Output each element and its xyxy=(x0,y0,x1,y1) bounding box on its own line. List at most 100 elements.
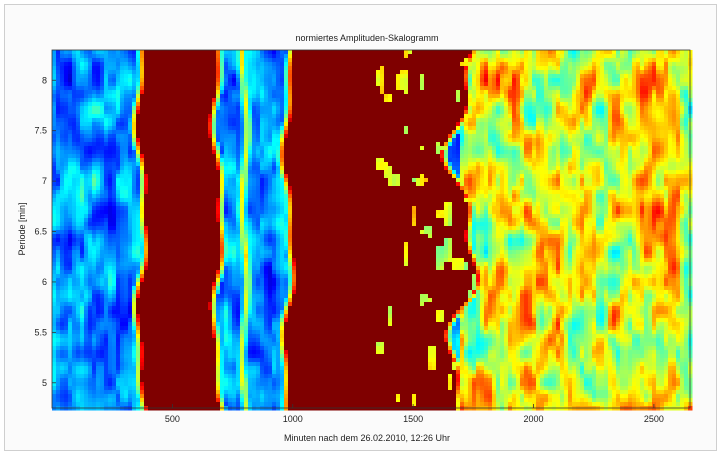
heatmap-cell xyxy=(256,74,261,79)
heatmap-cell xyxy=(668,110,673,115)
heatmap-cell xyxy=(104,130,109,135)
heatmap-cell xyxy=(124,106,129,111)
heatmap-cell xyxy=(144,130,149,135)
heatmap-cell xyxy=(388,54,393,59)
heatmap-cell xyxy=(464,82,469,87)
heatmap-cell xyxy=(660,138,665,143)
heatmap-cell xyxy=(136,102,141,107)
heatmap-cell xyxy=(348,78,353,83)
heatmap-cell xyxy=(68,102,73,107)
heatmap-cell xyxy=(560,134,565,139)
heatmap-cell xyxy=(644,134,649,139)
heatmap-cell xyxy=(316,166,321,171)
heatmap-cell xyxy=(180,162,185,167)
heatmap-cell xyxy=(108,86,113,91)
heatmap-cell xyxy=(572,78,577,83)
heatmap-cell xyxy=(316,66,321,71)
heatmap-cell xyxy=(508,114,513,119)
heatmap-cell xyxy=(104,58,109,63)
heatmap-cell xyxy=(548,78,553,83)
heatmap-cell xyxy=(420,78,425,83)
heatmap-cell xyxy=(436,126,441,131)
heatmap-cell xyxy=(492,106,497,111)
heatmap-cell xyxy=(328,86,333,91)
heatmap-cell xyxy=(172,118,177,123)
heatmap-cell xyxy=(424,158,429,163)
heatmap-cell xyxy=(232,138,237,143)
heatmap-cell xyxy=(472,162,477,167)
heatmap-cell xyxy=(220,154,225,159)
heatmap-cell xyxy=(296,70,301,75)
heatmap-cell xyxy=(100,74,105,79)
heatmap-cell xyxy=(124,74,129,79)
heatmap-cell xyxy=(492,130,497,135)
heatmap-cell xyxy=(308,114,313,119)
heatmap-cell xyxy=(552,78,557,83)
heatmap-cell xyxy=(580,94,585,99)
heatmap-cell xyxy=(568,142,573,147)
heatmap-cell xyxy=(272,142,277,147)
heatmap-cell xyxy=(156,98,161,103)
heatmap-cell xyxy=(340,126,345,131)
heatmap-cell xyxy=(652,74,657,79)
heatmap-cell xyxy=(608,106,613,111)
heatmap-cell xyxy=(176,54,181,59)
heatmap-cell xyxy=(672,94,677,99)
heatmap-cell xyxy=(160,114,165,119)
heatmap-cell xyxy=(280,70,285,75)
heatmap-cell xyxy=(224,70,229,75)
heatmap-cell xyxy=(440,62,445,67)
heatmap-cell xyxy=(676,86,681,91)
heatmap-cell xyxy=(572,122,577,127)
heatmap-cell xyxy=(444,126,449,131)
heatmap-cell xyxy=(228,126,233,131)
heatmap-cell xyxy=(232,66,237,71)
heatmap-cell xyxy=(84,94,89,99)
heatmap-cell xyxy=(240,118,245,123)
heatmap-cell xyxy=(388,110,393,115)
heatmap-cell xyxy=(180,154,185,159)
heatmap-cell xyxy=(264,90,269,95)
heatmap-cell xyxy=(72,102,77,107)
heatmap-cell xyxy=(248,106,253,111)
heatmap-cell xyxy=(72,122,77,127)
heatmap-cell xyxy=(508,62,513,67)
heatmap-cell xyxy=(588,150,593,155)
heatmap-cell xyxy=(88,78,93,83)
heatmap-cell xyxy=(516,70,521,75)
heatmap-cell xyxy=(532,82,537,87)
heatmap-cell xyxy=(280,110,285,115)
heatmap-cell xyxy=(476,66,481,71)
heatmap-cell xyxy=(80,142,85,147)
heatmap-cell xyxy=(112,166,117,171)
heatmap-cell xyxy=(452,58,457,63)
heatmap-cell xyxy=(472,134,477,139)
heatmap-cell xyxy=(360,62,365,67)
heatmap-cell xyxy=(560,62,565,67)
heatmap-cell xyxy=(152,126,157,131)
heatmap-cell xyxy=(456,130,461,135)
heatmap-cell xyxy=(96,118,101,123)
heatmap-cell xyxy=(292,90,297,95)
heatmap-cell xyxy=(640,154,645,159)
heatmap-cell xyxy=(152,158,157,163)
heatmap-cell xyxy=(648,138,653,143)
heatmap-cell xyxy=(548,102,553,107)
heatmap-cell xyxy=(480,102,485,107)
heatmap-cell xyxy=(520,74,525,79)
heatmap-cell xyxy=(404,118,409,123)
heatmap-cell xyxy=(552,82,557,87)
heatmap-cell xyxy=(308,58,313,63)
heatmap-cell xyxy=(236,74,241,79)
heatmap-cell xyxy=(104,62,109,67)
heatmap-cell xyxy=(512,78,517,83)
heatmap-cell xyxy=(516,166,521,171)
heatmap-cell xyxy=(88,106,93,111)
heatmap-cell xyxy=(240,146,245,151)
heatmap-cell xyxy=(656,118,661,123)
heatmap-cell xyxy=(624,106,629,111)
heatmap-cell xyxy=(276,150,281,155)
heatmap-cell xyxy=(404,94,409,99)
heatmap-cell xyxy=(344,66,349,71)
heatmap-cell xyxy=(64,62,69,67)
